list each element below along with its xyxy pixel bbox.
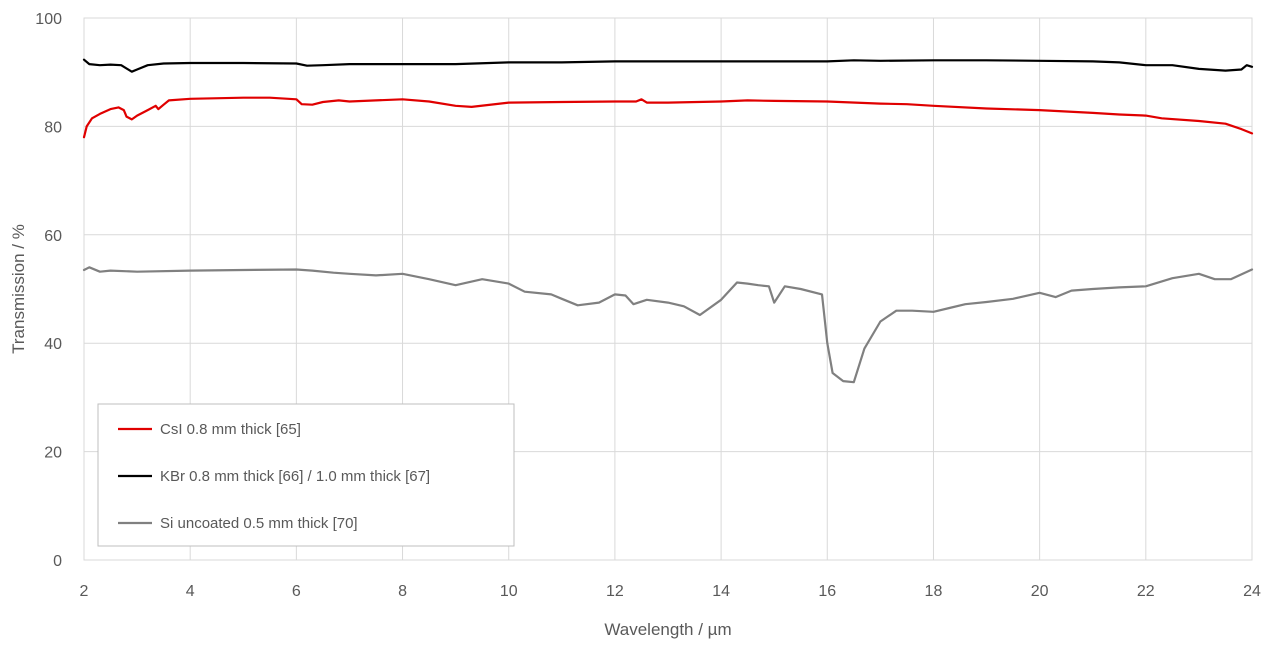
x-axis-title: Wavelength / µm	[604, 620, 731, 639]
series-line-1	[82, 58, 1254, 73]
legend-label-1: KBr 0.8 mm thick [66] / 1.0 mm thick [67…	[160, 468, 430, 485]
legend: CsI 0.8 mm thick [65] KBr 0.8 mm thick [6…	[97, 403, 515, 547]
y-tick-label: 0	[53, 553, 62, 570]
x-tick-label: 24	[1243, 583, 1261, 600]
x-tick-label: 20	[1031, 583, 1049, 600]
x-tick-label: 10	[500, 583, 518, 600]
y-tick-label: 60	[44, 228, 62, 245]
legend-label-2: Si uncoated 0.5 mm thick [70]	[160, 515, 358, 532]
y-tick-label: 20	[44, 445, 62, 462]
series-line-2	[82, 266, 1254, 384]
x-tick-label: 2	[80, 583, 89, 600]
x-tick-label: 18	[925, 583, 943, 600]
x-tick-label: 16	[818, 583, 836, 600]
y-tick-label: 80	[44, 119, 62, 136]
legend-box	[97, 403, 515, 547]
legend-label-0: CsI 0.8 mm thick [65]	[160, 421, 301, 438]
x-tick-label: 12	[606, 583, 624, 600]
y-tick-label: 100	[35, 11, 62, 28]
x-tick-label: 4	[186, 583, 195, 600]
x-tick-label: 6	[292, 583, 301, 600]
x-tick-label: 22	[1137, 583, 1155, 600]
y-tick-label: 40	[44, 336, 62, 353]
x-tick-label: 8	[398, 583, 407, 600]
x-tick-label: 14	[712, 583, 730, 600]
series-lines	[82, 58, 1254, 384]
y-axis-title: Transmission / %	[9, 224, 28, 354]
series-line-0	[82, 96, 1254, 139]
